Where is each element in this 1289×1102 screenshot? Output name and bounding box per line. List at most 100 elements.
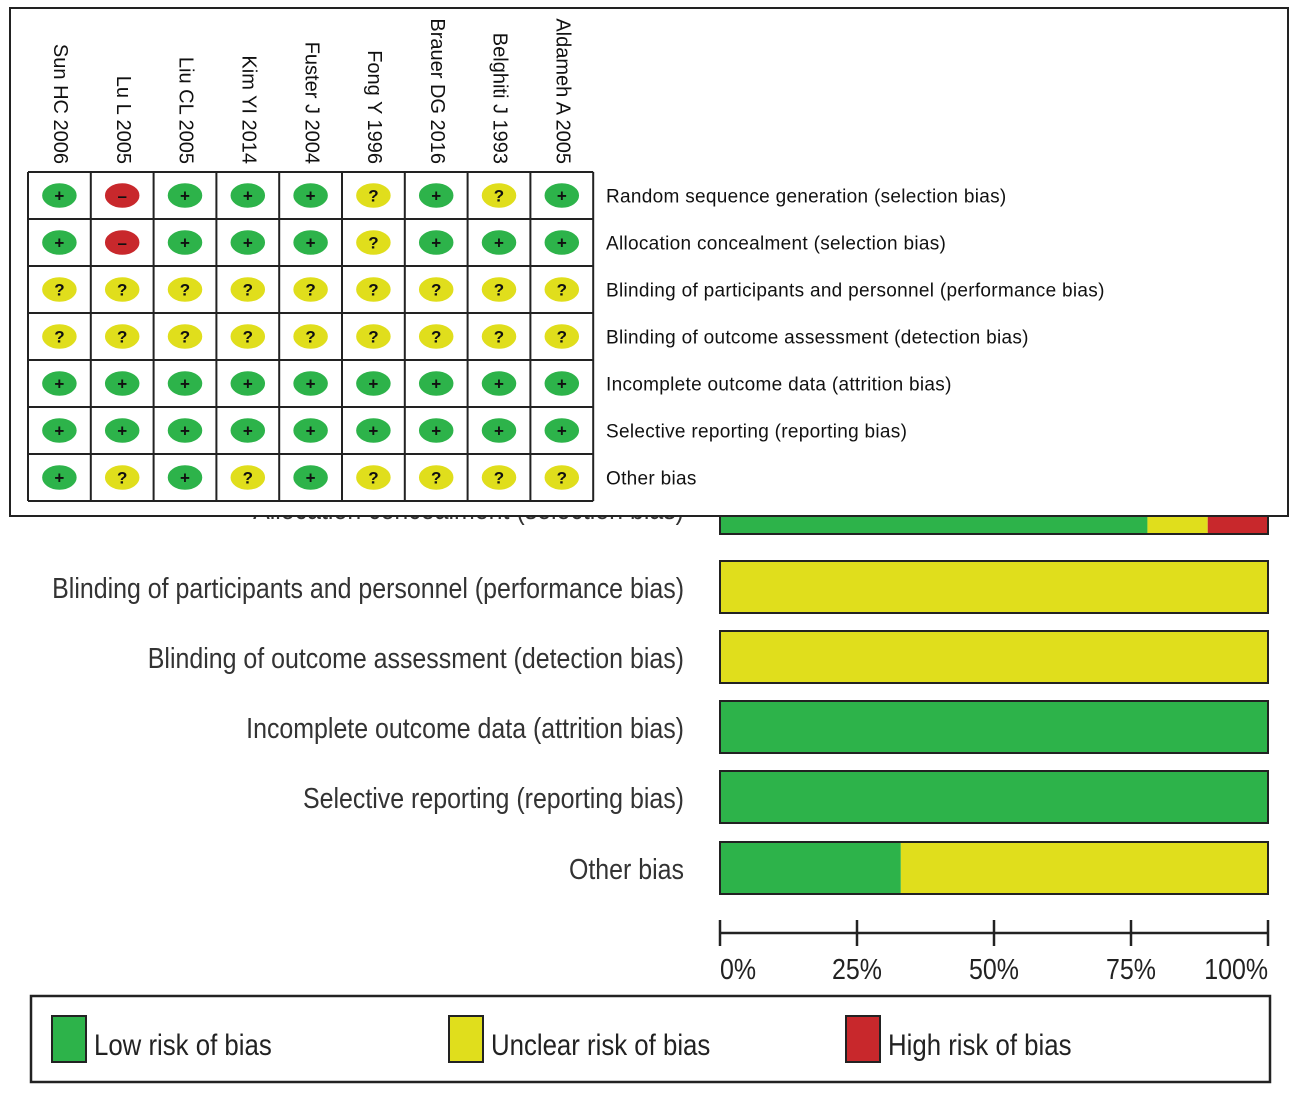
judgement-symbol: +	[494, 422, 504, 441]
judgement-dot	[354, 181, 393, 210]
judgement-symbol: –	[117, 187, 126, 206]
judgement-dot	[166, 416, 204, 445]
judgement-dot	[291, 369, 330, 398]
judgement-symbol: ?	[243, 281, 253, 300]
judgement-symbol: +	[180, 187, 190, 206]
bar-segment	[720, 561, 1268, 613]
risk-of-bias-summary: Sun HC 2006 Lu L 2005 Liu CL 2005 Kim YI 20…	[27, 18, 1105, 502]
judgement-mark: +	[417, 228, 455, 257]
category-label: Selective reporting (reporting bias)	[303, 782, 684, 814]
judgement-mark: +	[354, 369, 393, 398]
judgement-symbol: +	[306, 234, 316, 253]
judgement-dot	[229, 416, 267, 445]
judgement-mark: +	[229, 369, 267, 398]
legend-label: High risk of bias	[888, 1028, 1071, 1061]
bar-segment	[720, 771, 1268, 823]
judgement-mark: ?	[354, 463, 393, 492]
judgement-mark: +	[229, 228, 267, 257]
judgement-dot	[166, 275, 204, 304]
legend-box	[29, 994, 1272, 1084]
judgement-symbol: ?	[305, 328, 315, 347]
judgement-mark: ?	[354, 322, 393, 351]
judgement-mark: ?	[229, 275, 267, 304]
judgement-dot	[40, 228, 79, 257]
judgement-dot	[480, 322, 518, 351]
legend: Low risk of bias Unclear risk of bias High…	[29, 994, 1272, 1084]
bar-segment	[720, 631, 1268, 683]
judgement-mark: ?	[166, 275, 204, 304]
judgement-dot	[40, 275, 79, 304]
judgement-symbol: +	[431, 234, 441, 253]
judgement-symbol: +	[557, 422, 567, 441]
judgement-symbol: ?	[54, 328, 64, 347]
judgement-dot	[543, 275, 581, 304]
x-tick-label: 0%	[720, 953, 756, 985]
legend-swatch	[51, 1015, 87, 1063]
judgement-dot	[103, 416, 141, 445]
study-label: Sun HC 2006	[49, 44, 71, 164]
judgement-dot	[417, 463, 455, 492]
judgement-mark: +	[291, 228, 330, 257]
judgement-dot	[354, 369, 393, 398]
judgement-mark: +	[291, 181, 330, 210]
judgement-mark: +	[417, 416, 455, 445]
judgement-mark: ?	[40, 322, 79, 351]
judgement-symbol: ?	[180, 328, 190, 347]
judgement-dot	[417, 322, 455, 351]
study-label: Brauer DG 2016	[426, 18, 448, 164]
judgement-symbol: +	[243, 422, 253, 441]
judgement-symbol: ?	[431, 469, 441, 488]
judgement-mark: +	[166, 228, 204, 257]
judgement-dot	[354, 228, 393, 257]
judgement-mark: ?	[543, 322, 581, 351]
study-label: Belghiti J 1993	[489, 33, 511, 164]
judgement-dot	[354, 463, 393, 492]
judgement-dot	[417, 369, 455, 398]
judgement-mark: +	[103, 369, 141, 398]
judgement-dot	[417, 181, 455, 210]
judgement-mark: +	[40, 181, 79, 210]
judgement-symbol: +	[54, 469, 64, 488]
legend-swatch	[448, 1015, 484, 1063]
judgement-mark: +	[166, 416, 204, 445]
x-tick-label: 100%	[1204, 953, 1268, 985]
judgement-symbol: +	[557, 375, 567, 394]
judgement-mark: ?	[103, 463, 141, 492]
x-tick-label: 75%	[1106, 953, 1156, 985]
judgement-symbol: +	[117, 422, 127, 441]
judgement-symbol: ?	[431, 281, 441, 300]
judgement-mark: +	[480, 369, 518, 398]
judgement-mark: ?	[417, 275, 455, 304]
judgement-mark: +	[40, 228, 79, 257]
judgement-dot	[166, 463, 204, 492]
judgement-mark: +	[166, 181, 204, 210]
judgement-mark: ?	[103, 275, 141, 304]
judgement-dot	[543, 369, 581, 398]
judgement-dot	[103, 322, 141, 351]
judgement-mark: +	[103, 416, 141, 445]
judgement-dot	[103, 463, 141, 492]
judgement-symbol: +	[431, 375, 441, 394]
judgement-mark: ?	[480, 322, 518, 351]
judgement-symbol: +	[557, 234, 567, 253]
judgement-symbol: +	[54, 187, 64, 206]
judgement-symbol: +	[180, 375, 190, 394]
judgement-symbol: +	[368, 375, 378, 394]
judgement-mark: +	[229, 181, 267, 210]
judgement-mark: +	[40, 369, 79, 398]
bar-segment	[900, 842, 1268, 894]
judgement-mark: ?	[417, 463, 455, 492]
category-label: Blinding of participants and personnel (…	[52, 572, 684, 604]
judgement-mark: ?	[480, 181, 518, 210]
summary-panel-background	[9, 7, 1289, 517]
study-label: Kim YI 2014	[238, 55, 260, 164]
study-label: Fuster J 2004	[300, 42, 322, 164]
domain-label: Incomplete outcome data (attrition bias)	[606, 375, 952, 396]
judgement-mark: +	[417, 369, 455, 398]
judgement-dot	[229, 228, 267, 257]
study-label: Liu CL 2005	[175, 57, 197, 164]
domain-label: Blinding of participants and personnel (…	[606, 281, 1105, 302]
judgement-mark: +	[40, 416, 79, 445]
judgement-symbol: ?	[180, 281, 190, 300]
judgement-mark: +	[291, 463, 330, 492]
